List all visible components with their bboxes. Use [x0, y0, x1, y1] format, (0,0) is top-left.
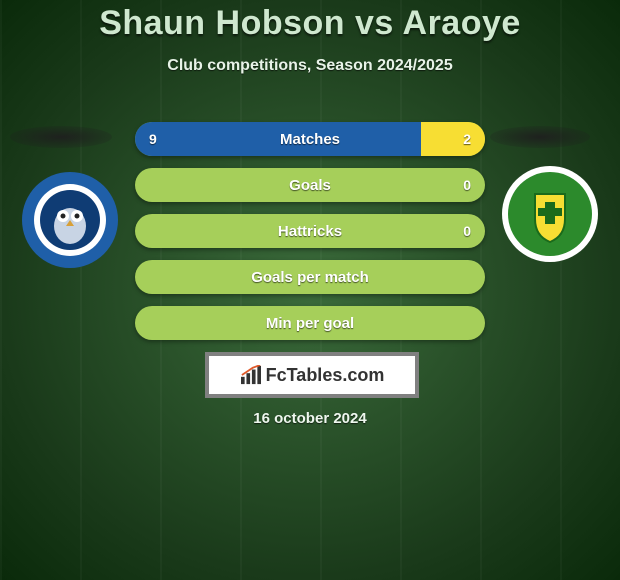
stat-row-min-per-goal: Min per goal: [135, 306, 485, 340]
stat-value-left: 9: [149, 122, 157, 156]
crest-left-svg: [20, 170, 120, 270]
stat-row-hattricks: Hattricks0: [135, 214, 485, 248]
date-text: 16 october 2024: [0, 410, 620, 427]
fctables-logo-text: FcTables.com: [266, 365, 385, 386]
shadow-left: [10, 126, 112, 148]
crest-right: [500, 164, 600, 264]
chart-icon: [240, 365, 262, 385]
fctables-logo: FcTables.com: [205, 352, 419, 398]
stat-value-right: 0: [463, 168, 471, 202]
stat-label: Goals per match: [135, 260, 485, 294]
crest-left: [20, 170, 120, 270]
stat-row-matches: Matches92: [135, 122, 485, 156]
bar-fill-left: [135, 122, 421, 156]
stat-label: Hattricks: [135, 214, 485, 248]
stat-row-goals-per-match: Goals per match: [135, 260, 485, 294]
stat-bars: Matches92Goals0Hattricks0Goals per match…: [135, 122, 485, 352]
page-subtitle: Club competitions, Season 2024/2025: [0, 57, 620, 75]
stat-label: Min per goal: [135, 306, 485, 340]
stat-row-goals: Goals0: [135, 168, 485, 202]
bar-fill-right: [421, 122, 485, 156]
shadow-right: [490, 126, 590, 148]
crest-right-svg: [500, 164, 600, 264]
stat-value-right: 0: [463, 214, 471, 248]
page-title: Shaun Hobson vs Araoye: [0, 0, 620, 43]
stat-value-right: 2: [463, 122, 471, 156]
stat-label: Goals: [135, 168, 485, 202]
